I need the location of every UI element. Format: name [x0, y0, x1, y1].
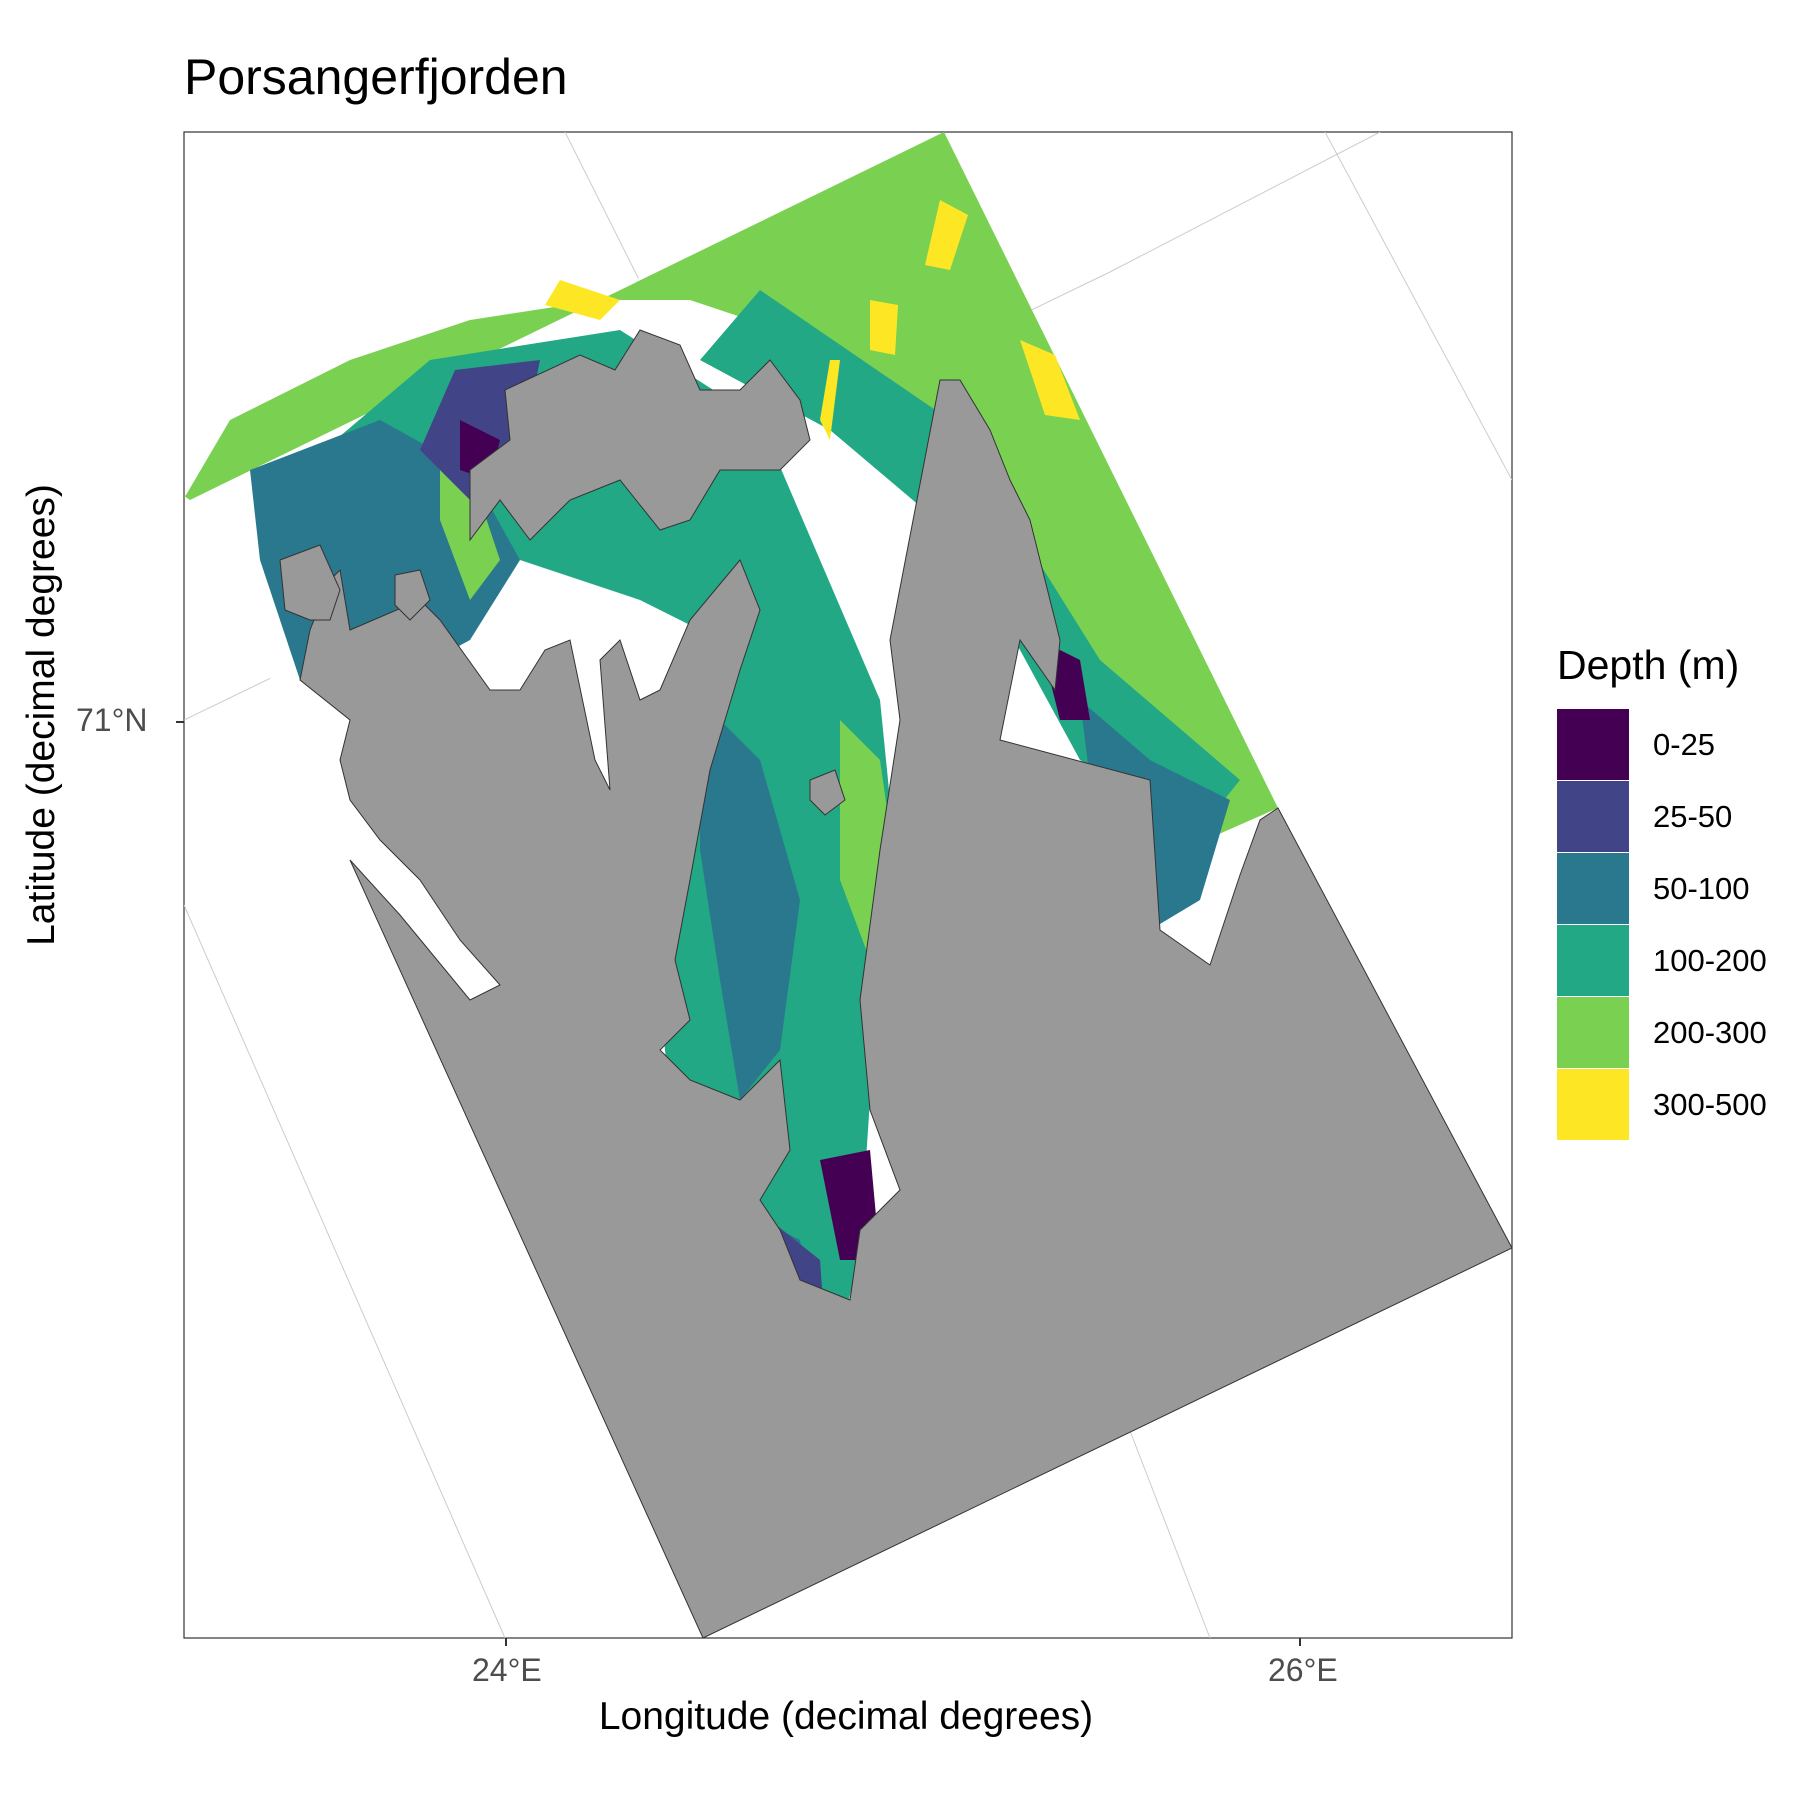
legend-item: 50-100 [1557, 853, 1767, 925]
legend-item: 25-50 [1557, 781, 1767, 853]
graticule-line [184, 904, 506, 1638]
land-polygon [394, 569, 431, 621]
land-polygon [279, 544, 341, 621]
legend-swatch [1557, 925, 1629, 997]
legend-swatch [1557, 997, 1629, 1069]
y-axis-label: Latitude (decimal degrees) [20, 484, 63, 946]
depth-cell [925, 200, 968, 270]
x-tick-label: 26°E [1268, 1652, 1338, 1688]
chart-title: Porsangerfjorden [184, 49, 568, 105]
depth-cell [870, 300, 898, 355]
legend-label: 200-300 [1653, 1015, 1767, 1050]
legend-item: 0-25 [1557, 709, 1767, 781]
legend-item: 200-300 [1557, 997, 1767, 1069]
depth-cell [700, 290, 1240, 830]
legend-title: Depth (m) [1557, 642, 1740, 688]
legend-label: 25-50 [1653, 799, 1733, 834]
legend-swatch [1557, 853, 1629, 925]
legend-label: 50-100 [1653, 871, 1750, 906]
legend-items: 0-25 25-50 50-100 100-200 200-300 300-500 [1557, 709, 1767, 1141]
legend-label: 300-500 [1653, 1087, 1767, 1122]
legend-swatch [1557, 709, 1629, 781]
depth-cell [1020, 340, 1080, 420]
legend-label: 100-200 [1653, 943, 1767, 978]
x-tick-label: 24°E [472, 1652, 542, 1688]
depth-cell [545, 280, 620, 320]
land-layer [279, 329, 1512, 1638]
legend-swatch [1557, 781, 1629, 853]
legend-item: 300-500 [1557, 1069, 1767, 1141]
graticule-line [1109, 132, 1381, 273]
graticule-line [1324, 132, 1512, 481]
axis-ticks [176, 721, 1301, 1646]
depth-cell [184, 132, 1278, 860]
legend-item: 100-200 [1557, 925, 1767, 997]
legend-label: 0-25 [1653, 727, 1716, 762]
land-polygon [809, 769, 846, 816]
legend-swatch [1557, 1069, 1629, 1141]
land-polygon [299, 379, 1512, 1638]
land-polygon [469, 329, 811, 542]
legend: Depth (m) 0-25 25-50 50-100 100-200 200-300 3… [1557, 642, 1767, 1141]
depth-cell [820, 360, 840, 440]
x-axis-label: Longitude (decimal degrees) [598, 1695, 1094, 1738]
y-tick-label: 71°N [76, 702, 148, 738]
x-axis-label-wrap: Longitude (decimal degrees) [0, 1695, 1700, 1739]
depth-cell [700, 700, 800, 1100]
